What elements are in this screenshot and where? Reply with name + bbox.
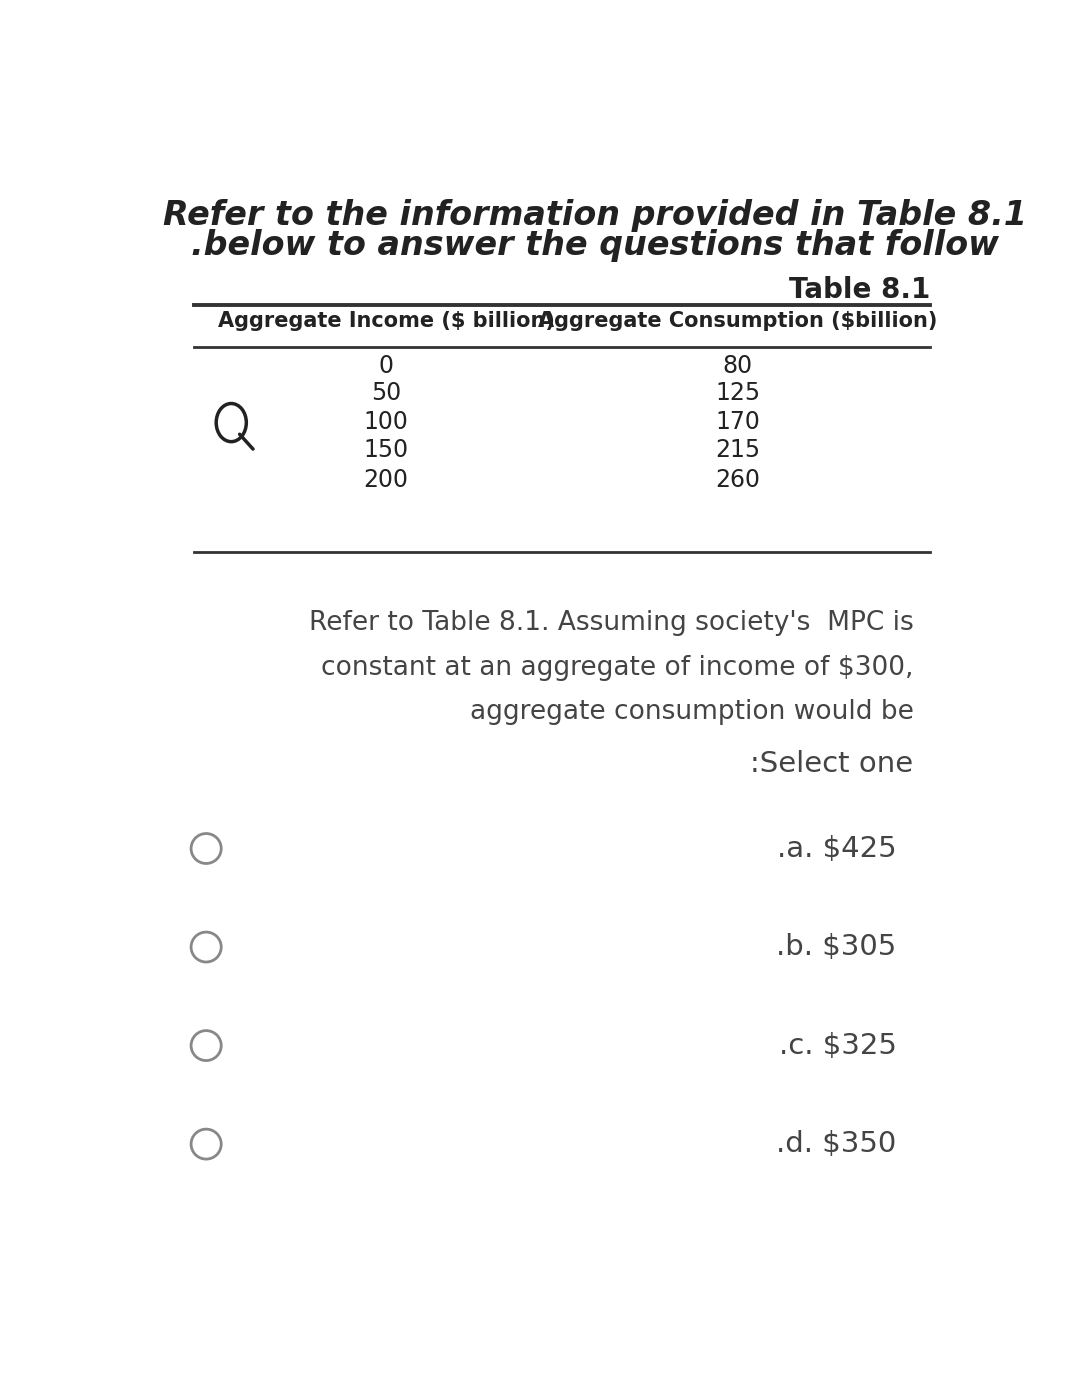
Text: Refer to the information provided in Table 8.1: Refer to the information provided in Tab…	[163, 200, 1027, 233]
Text: aggregate consumption would be: aggregate consumption would be	[470, 699, 914, 725]
Text: 260: 260	[715, 468, 760, 491]
Text: constant at an aggregate of income of $300,: constant at an aggregate of income of $3…	[321, 655, 914, 681]
Text: Aggregate Consumption ($billion): Aggregate Consumption ($billion)	[538, 311, 937, 332]
Text: 100: 100	[364, 410, 408, 433]
Text: 150: 150	[364, 438, 408, 462]
Text: :Select one: :Select one	[751, 750, 914, 777]
Text: .d. $350: .d. $350	[777, 1130, 896, 1159]
Text: 170: 170	[715, 410, 760, 433]
Text: 80: 80	[723, 355, 753, 378]
Text: 0: 0	[379, 355, 393, 378]
Text: 200: 200	[364, 468, 408, 491]
Text: 215: 215	[715, 438, 760, 462]
Text: Aggregate Income ($ billion): Aggregate Income ($ billion)	[218, 311, 554, 332]
Text: .b. $305: .b. $305	[777, 933, 896, 960]
Text: Refer to Table 8.1. Assuming society's  MPC is: Refer to Table 8.1. Assuming society's M…	[309, 610, 914, 636]
Text: .below to answer the questions that follow: .below to answer the questions that foll…	[191, 228, 999, 261]
Text: .a. $425: .a. $425	[777, 834, 896, 863]
Text: .c. $325: .c. $325	[779, 1032, 896, 1060]
Text: 125: 125	[715, 381, 760, 405]
Text: Table 8.1: Table 8.1	[788, 277, 930, 304]
Text: 50: 50	[370, 381, 402, 405]
